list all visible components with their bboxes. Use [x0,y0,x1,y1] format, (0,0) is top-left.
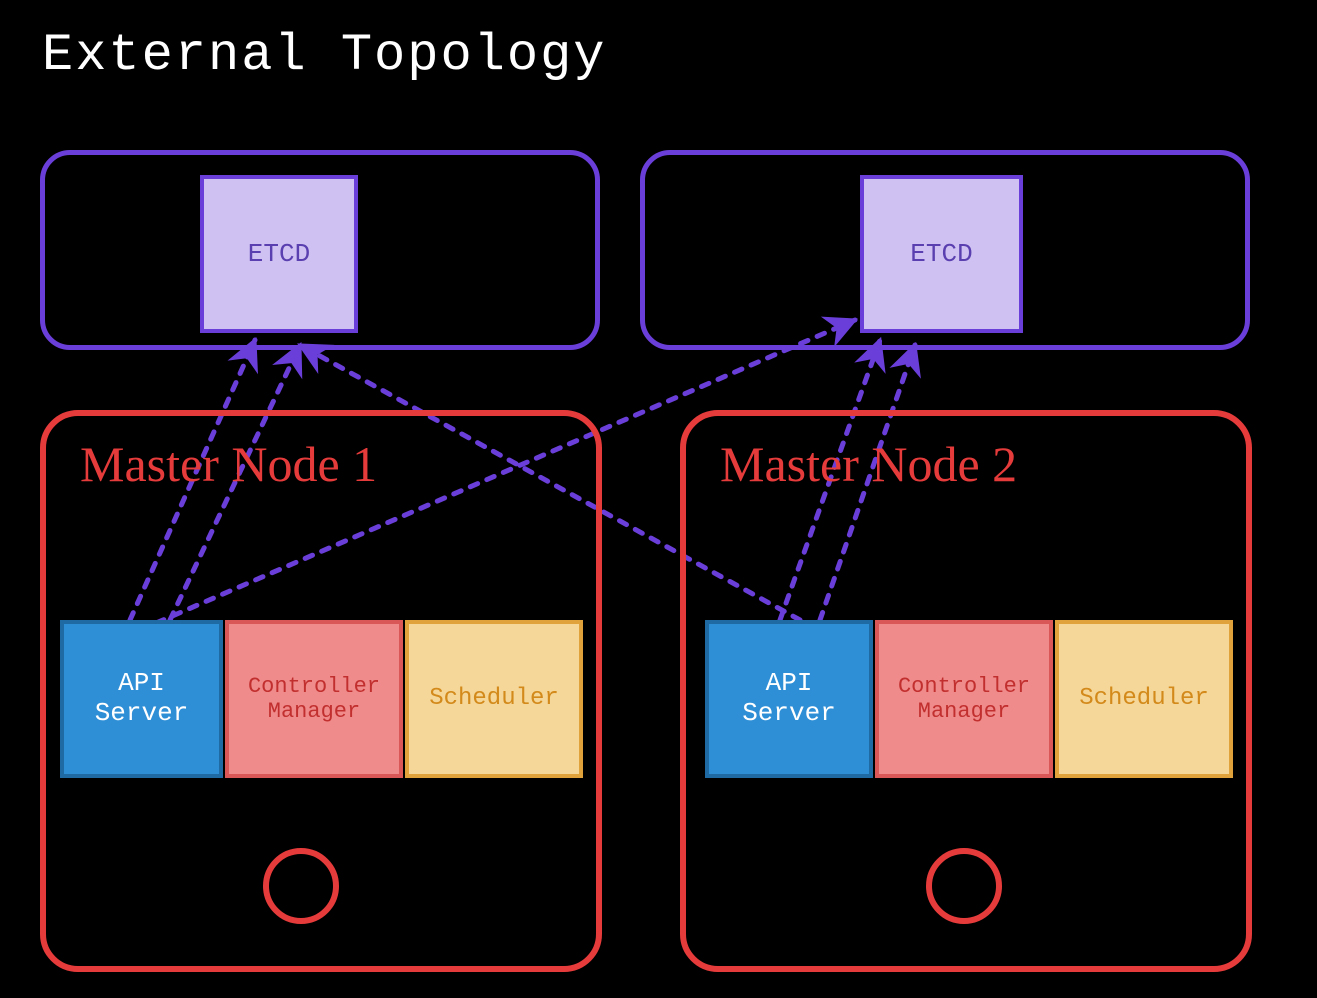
diagram-canvas: External Topology ETCD ETCD Master Node 1 A… [0,0,1317,998]
etcd-box-1: ETCD [200,175,358,333]
etcd-box-2: ETCD [860,175,1023,333]
master-node-label-2: Master Node 2 [720,435,1017,493]
controller-manager-box-1: Controller Manager [225,620,403,778]
scheduler-box-1: Scheduler [405,620,583,778]
api-server-box-1: API Server [60,620,223,778]
page-title: External Topology [42,26,607,85]
master-node-label-1: Master Node 1 [80,435,377,493]
controller-manager-box-2: Controller Manager [875,620,1053,778]
scheduler-box-2: Scheduler [1055,620,1233,778]
api-server-box-2: API Server [705,620,873,778]
master-node-indicator-2 [926,848,1002,924]
master-node-indicator-1 [263,848,339,924]
